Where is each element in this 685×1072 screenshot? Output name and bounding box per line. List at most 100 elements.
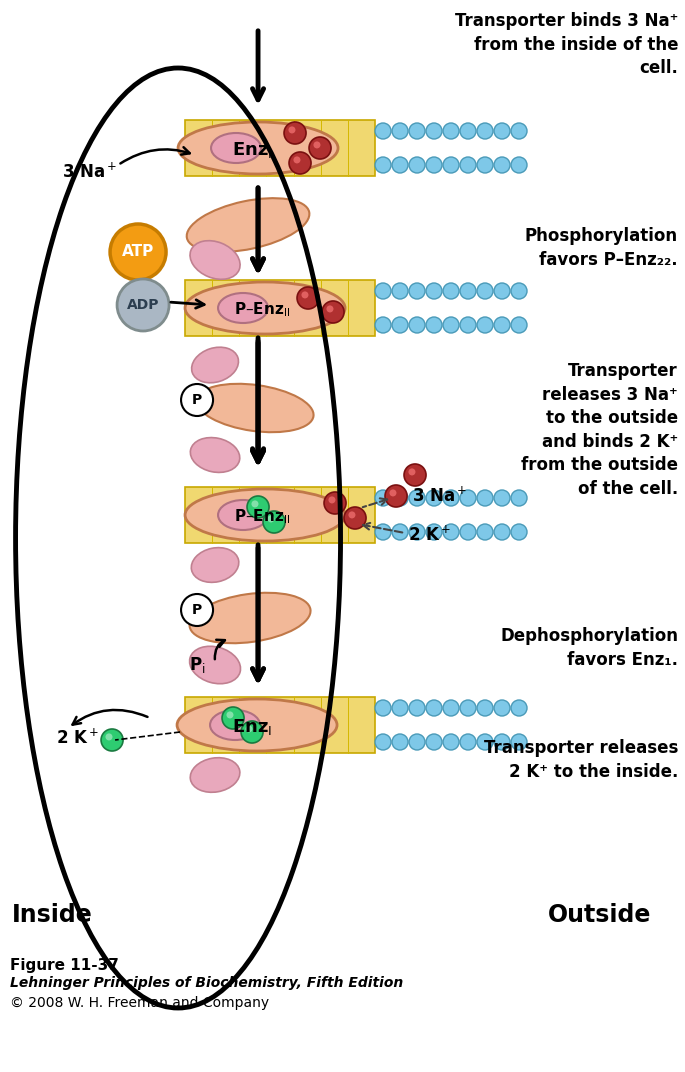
Circle shape — [301, 292, 308, 298]
Text: Transporter releases
2 K⁺ to the inside.: Transporter releases 2 K⁺ to the inside. — [484, 740, 678, 780]
Circle shape — [101, 729, 123, 751]
Circle shape — [375, 157, 391, 173]
Circle shape — [245, 726, 253, 732]
Circle shape — [494, 317, 510, 333]
Circle shape — [460, 157, 476, 173]
Circle shape — [460, 524, 476, 540]
Text: Outside: Outside — [548, 903, 651, 927]
Circle shape — [477, 123, 493, 139]
Ellipse shape — [185, 282, 345, 334]
Circle shape — [494, 123, 510, 139]
Circle shape — [375, 123, 391, 139]
Circle shape — [408, 468, 416, 476]
Circle shape — [426, 283, 442, 299]
Circle shape — [409, 123, 425, 139]
Circle shape — [511, 700, 527, 716]
Ellipse shape — [191, 548, 239, 582]
Bar — [185, 697, 375, 753]
Ellipse shape — [210, 710, 260, 740]
Circle shape — [222, 708, 244, 729]
Circle shape — [181, 594, 213, 626]
Ellipse shape — [190, 758, 240, 792]
Circle shape — [460, 317, 476, 333]
Circle shape — [426, 700, 442, 716]
Circle shape — [267, 516, 275, 522]
Circle shape — [392, 317, 408, 333]
Circle shape — [477, 490, 493, 506]
Circle shape — [117, 279, 169, 331]
Circle shape — [375, 524, 391, 540]
Text: P: P — [192, 602, 202, 617]
Circle shape — [511, 283, 527, 299]
Circle shape — [426, 157, 442, 173]
Bar — [185, 487, 375, 544]
Text: Enz$_\mathsf{I}$: Enz$_\mathsf{I}$ — [232, 140, 272, 160]
Circle shape — [511, 524, 527, 540]
Text: Transporter
releases 3 Na⁺
to the outside
and binds 2 K⁺
from the outside
of the: Transporter releases 3 Na⁺ to the outsid… — [521, 362, 678, 498]
Circle shape — [392, 157, 408, 173]
Circle shape — [477, 734, 493, 750]
Text: Transporter binds 3 Na⁺
from the inside of the
cell.: Transporter binds 3 Na⁺ from the inside … — [455, 12, 678, 77]
Text: Phosphorylation
favors P–Enz₂₂.: Phosphorylation favors P–Enz₂₂. — [525, 227, 678, 269]
Circle shape — [460, 123, 476, 139]
Circle shape — [392, 524, 408, 540]
Circle shape — [443, 700, 459, 716]
Circle shape — [409, 700, 425, 716]
Circle shape — [375, 734, 391, 750]
Circle shape — [110, 224, 166, 280]
Circle shape — [443, 123, 459, 139]
Ellipse shape — [190, 437, 240, 473]
Circle shape — [443, 490, 459, 506]
Circle shape — [293, 157, 301, 163]
Circle shape — [477, 317, 493, 333]
Circle shape — [426, 123, 442, 139]
Circle shape — [511, 734, 527, 750]
Circle shape — [494, 524, 510, 540]
Ellipse shape — [218, 500, 268, 530]
Circle shape — [460, 490, 476, 506]
Text: Dephosphorylation
favors Enz₁.: Dephosphorylation favors Enz₁. — [500, 627, 678, 669]
Ellipse shape — [187, 198, 310, 252]
Circle shape — [477, 283, 493, 299]
Circle shape — [477, 524, 493, 540]
Circle shape — [263, 511, 285, 533]
Text: Enz$_\mathsf{I}$: Enz$_\mathsf{I}$ — [232, 717, 272, 738]
Text: ATP: ATP — [122, 244, 154, 259]
Circle shape — [390, 490, 397, 496]
Text: ADP: ADP — [127, 298, 160, 312]
Text: 2 K$^+$: 2 K$^+$ — [56, 728, 99, 747]
Circle shape — [494, 157, 510, 173]
Ellipse shape — [197, 384, 314, 432]
Circle shape — [105, 733, 112, 741]
Circle shape — [344, 507, 366, 528]
Circle shape — [289, 152, 311, 174]
Circle shape — [477, 700, 493, 716]
Circle shape — [375, 490, 391, 506]
Circle shape — [494, 700, 510, 716]
Ellipse shape — [190, 593, 310, 643]
Circle shape — [443, 317, 459, 333]
Circle shape — [460, 734, 476, 750]
Circle shape — [327, 306, 334, 312]
Circle shape — [443, 524, 459, 540]
Circle shape — [392, 283, 408, 299]
Circle shape — [409, 283, 425, 299]
Circle shape — [247, 496, 269, 518]
Circle shape — [409, 490, 425, 506]
Circle shape — [375, 700, 391, 716]
Ellipse shape — [211, 133, 261, 163]
Circle shape — [511, 123, 527, 139]
Circle shape — [375, 317, 391, 333]
Circle shape — [404, 464, 426, 486]
Text: 2 K$^+$: 2 K$^+$ — [408, 525, 451, 545]
Circle shape — [375, 283, 391, 299]
Circle shape — [426, 317, 442, 333]
Circle shape — [251, 501, 258, 507]
Circle shape — [409, 734, 425, 750]
Circle shape — [297, 287, 319, 309]
Text: 3 Na$^+$: 3 Na$^+$ — [62, 162, 118, 181]
Circle shape — [392, 123, 408, 139]
Circle shape — [227, 712, 234, 718]
Text: 3 Na$^+$: 3 Na$^+$ — [412, 487, 467, 506]
Circle shape — [284, 122, 306, 144]
